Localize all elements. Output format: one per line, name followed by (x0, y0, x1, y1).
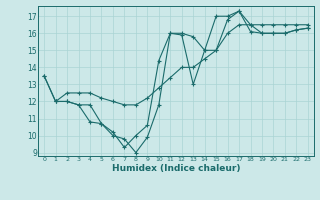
X-axis label: Humidex (Indice chaleur): Humidex (Indice chaleur) (112, 164, 240, 173)
